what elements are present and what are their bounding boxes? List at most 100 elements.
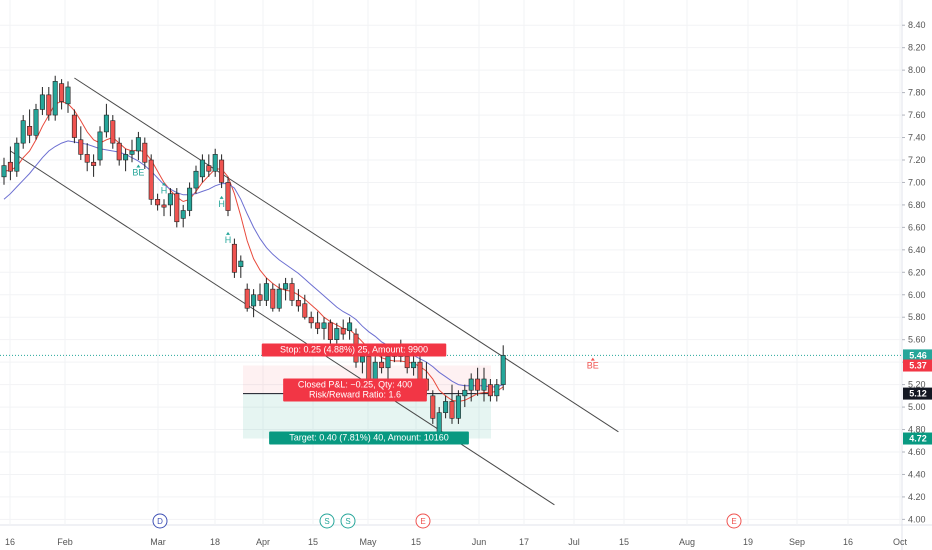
candle-body — [455, 395, 461, 419]
event-marker — [319, 513, 335, 529]
date-tick-label: Apr — [256, 537, 270, 547]
price-tag — [903, 349, 932, 362]
candle-body — [430, 395, 436, 419]
date-tick-label: 15 — [308, 537, 318, 547]
candle-body — [97, 131, 103, 161]
candle-body — [110, 120, 116, 144]
price-tick-label: 4.00 — [908, 514, 926, 524]
price-tick-label: 7.00 — [908, 177, 926, 187]
channel-line — [74, 77, 619, 433]
candle-body — [206, 165, 212, 172]
candle-body — [27, 125, 33, 136]
price-tick-label: 6.00 — [908, 290, 926, 300]
candle-body — [443, 401, 449, 413]
candle-body — [103, 114, 109, 133]
candle-body — [84, 154, 90, 163]
candle-body — [174, 193, 180, 223]
candle-body — [180, 210, 186, 219]
candle-body — [334, 328, 340, 340]
candle-body — [270, 288, 276, 309]
target-label-bg — [269, 431, 469, 445]
candle-body — [91, 161, 97, 166]
event-marker-label: E — [731, 517, 736, 526]
date-tick-label: 17 — [519, 537, 529, 547]
candle-body — [14, 142, 20, 172]
signal-label: H — [218, 199, 225, 209]
candle-body — [167, 193, 173, 206]
candle-body — [231, 243, 237, 273]
candle-body — [116, 142, 122, 161]
signal-label: BE — [587, 361, 599, 371]
candle-body — [366, 356, 372, 380]
signal-label: H — [225, 235, 232, 245]
candle-body — [500, 355, 506, 385]
channel-line — [10, 150, 555, 506]
closed-pnl-label: Closed P&L: −0.25, Qty: 400 — [298, 380, 412, 390]
price-tick-label: 7.20 — [908, 155, 926, 165]
date-tick-label: 18 — [210, 537, 220, 547]
price-tag-label: 5.37 — [909, 361, 927, 371]
price-tag — [903, 359, 932, 372]
candle-body — [1, 165, 7, 178]
candle-body — [65, 86, 71, 105]
price-tick-label: 8.40 — [908, 20, 926, 30]
candle-body — [212, 154, 218, 172]
candle-body — [385, 356, 391, 369]
candle-body — [39, 94, 45, 110]
candle-body — [193, 170, 199, 189]
price-tag-label: 5.12 — [909, 389, 927, 399]
date-tick-label: Feb — [57, 537, 73, 547]
price-tick-label: 6.20 — [908, 267, 926, 277]
price-tick-label: 6.60 — [908, 222, 926, 232]
price-tick-label: 7.60 — [908, 110, 926, 120]
event-marker-label: S — [345, 517, 350, 526]
candle-body — [494, 384, 500, 397]
date-tick-label: 19 — [743, 537, 753, 547]
price-tick-label: 5.80 — [908, 312, 926, 322]
candle-body — [462, 389, 468, 397]
event-marker-label: E — [420, 517, 425, 526]
price-tick-label: 5.20 — [908, 380, 926, 390]
event-marker — [340, 513, 356, 529]
date-tick-label: 15 — [619, 537, 629, 547]
date-tick-label: Sep — [789, 537, 805, 547]
candle-body — [417, 361, 423, 380]
signal-markers: BE H H H BE — [132, 164, 599, 371]
candle-body — [59, 83, 65, 102]
price-tick-label: 4.60 — [908, 447, 926, 457]
price-tick-label: 4.40 — [908, 469, 926, 479]
candle-body — [481, 378, 487, 391]
candle-body — [327, 322, 333, 340]
candle-body — [302, 303, 308, 318]
candle-body — [257, 294, 263, 301]
candle-body — [187, 187, 193, 211]
date-tick-label: 15 — [411, 537, 421, 547]
time-axis[interactable]: 16 Feb Mar 18 Apr 15 May 15 Jun 17 Jul 15 Aug 19 Sep 16… — [5, 537, 908, 547]
candle-body — [33, 109, 39, 136]
candle-body — [135, 137, 141, 152]
candle-body — [219, 159, 225, 183]
candles — [1, 75, 506, 441]
price-tag-label: 5.46 — [909, 350, 927, 360]
candle-body — [238, 260, 244, 267]
signal-arrow — [162, 182, 166, 186]
signal-label: H — [161, 185, 168, 195]
price-tick-label: 6.40 — [908, 245, 926, 255]
position-labels: Stop: 0.25 (4.88%) 25, Amount: 9900 Close… — [261, 343, 469, 445]
price-tick-label: 6.80 — [908, 200, 926, 210]
price-tag — [903, 432, 932, 445]
signal-arrow — [219, 195, 224, 199]
candle-body — [404, 356, 410, 369]
candle-body — [20, 120, 26, 144]
closed-pnl-label: Risk/Reward Ratio: 1.6 — [309, 390, 401, 400]
price-axis[interactable]: 4.004.204.404.604.805.005.205.405.605.80… — [902, 20, 932, 524]
date-tick-label: Aug — [679, 537, 695, 547]
trend-channel — [10, 77, 619, 506]
date-tick-label: Mar — [150, 537, 166, 547]
candle-body — [251, 294, 257, 307]
candle-body — [449, 401, 455, 419]
candle-body — [289, 283, 295, 301]
